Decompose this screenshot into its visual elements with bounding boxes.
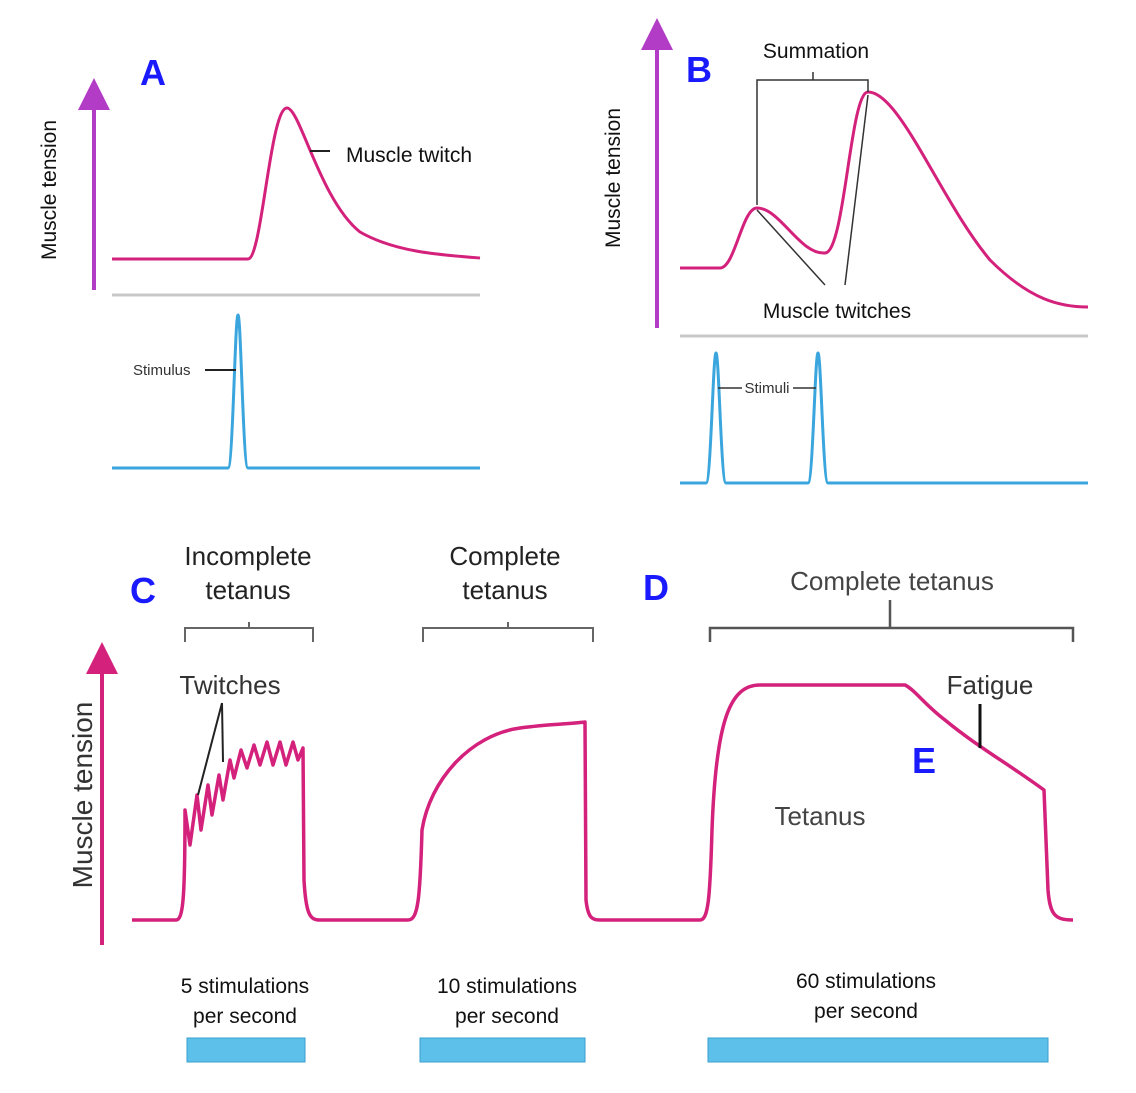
stim-60-label: 60 stimulations <box>796 970 936 993</box>
panel-letter-d: D <box>643 567 669 608</box>
stim-5-label: 5 stimulations <box>181 975 309 998</box>
summation-curve <box>680 90 1089 309</box>
stimulus-label: Stimulus <box>133 362 191 379</box>
y-axis-label: Muscle tension <box>67 702 98 889</box>
panel-letter-c: C <box>130 570 156 611</box>
fatigue-label: Fatigue <box>947 670 1034 700</box>
muscle-twitch-label: Muscle twitch <box>346 144 472 167</box>
twitches-leaders <box>197 702 224 796</box>
panel-letter-b: B <box>686 49 712 90</box>
stim-bar-5 <box>186 1037 306 1063</box>
panel-a: A Muscle tension Muscle twitch Stimulus <box>38 52 481 470</box>
y-axis-label: Muscle tension <box>38 120 61 260</box>
panel-b: B Muscle tension Summation Muscle twitch… <box>602 18 1089 485</box>
panel-tetanus: C D E Incomplete tetanus Complete tetanu… <box>67 541 1075 1063</box>
stim-bar-10 <box>419 1037 586 1063</box>
summation-label: Summation <box>763 40 869 63</box>
complete-tetanus-label: Complete <box>449 541 560 571</box>
stimuli-label: Stimuli <box>744 380 789 397</box>
stim-10-label-2: per second <box>455 1005 559 1028</box>
tetanus-label: Tetanus <box>774 801 865 831</box>
twitch-leaders <box>756 94 869 286</box>
y-axis-label: Muscle tension <box>602 108 625 248</box>
muscle-twitches-label: Muscle twitches <box>763 300 911 323</box>
panel-letter-e: E <box>912 740 936 781</box>
twitches-label: Twitches <box>179 670 280 700</box>
stimulus-trace <box>112 313 480 470</box>
complete-tetanus-label-2: tetanus <box>462 575 547 605</box>
summation-bracket <box>756 72 869 205</box>
bracket-complete <box>422 622 594 642</box>
stim-10-label: 10 stimulations <box>437 975 577 998</box>
stim-5-label-2: per second <box>193 1005 297 1028</box>
tetanus-curve <box>132 683 1074 922</box>
stim-bar-60 <box>707 1037 1049 1063</box>
muscle-twitch-curve <box>112 106 481 261</box>
bracket-incomplete <box>184 622 314 642</box>
incomplete-tetanus-label-2: tetanus <box>205 575 290 605</box>
incomplete-tetanus-label: Incomplete <box>184 541 311 571</box>
complete-tetanus-right-label: Complete tetanus <box>790 566 994 596</box>
stimuli-trace <box>680 351 1088 485</box>
bracket-complete-right <box>708 600 1075 642</box>
stim-60-label-2: per second <box>814 1000 918 1023</box>
panel-letter-a: A <box>140 52 166 93</box>
